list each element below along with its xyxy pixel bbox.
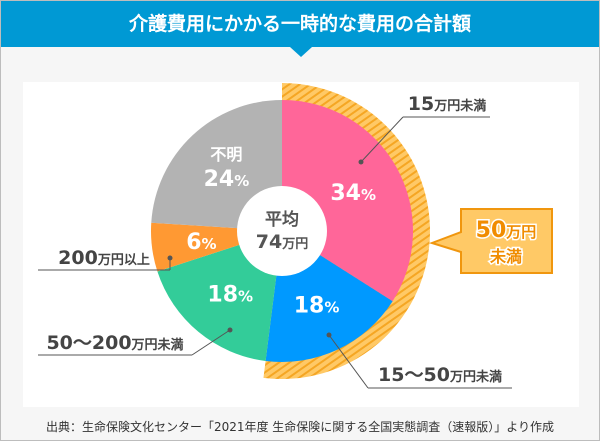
slice-category-label: 50〜200万円未満 (46, 332, 183, 354)
leader-line (328, 334, 369, 389)
callout-label-line1: 50万円 (476, 218, 537, 243)
center-label-average: 74万円 (256, 231, 308, 253)
slice-name-label: 不明 (210, 145, 242, 164)
callout-box (428, 208, 553, 274)
slice-percent-label: 18% (294, 293, 340, 318)
center-label-title: 平均 (265, 209, 299, 230)
source-note: 出典：生命保険文化センター「2021年度 生命保険に関する全国実態調査（速報版）… (45, 420, 555, 434)
center-circle (237, 186, 327, 276)
slice-percent-label: 18% (207, 283, 253, 308)
callout-label-line2: 未満 (489, 247, 522, 266)
slice-category-label: 15万円未満 (408, 93, 486, 115)
slice-category-label: 200万円以上 (58, 247, 150, 269)
slice-percent-label: 6% (186, 230, 216, 255)
pie-slice (151, 100, 282, 231)
chart-title: 介護費用にかかる一時的な費用の合計額 (1, 1, 599, 47)
title-notch (290, 47, 312, 57)
pie-slice (157, 231, 282, 361)
slice-percent-label: 24% (204, 167, 250, 192)
slice-category-label: 15〜50万円未満 (378, 364, 502, 386)
slice-percent-label: 34% (330, 181, 376, 206)
leader-line (191, 329, 231, 356)
leader-line (360, 116, 404, 163)
